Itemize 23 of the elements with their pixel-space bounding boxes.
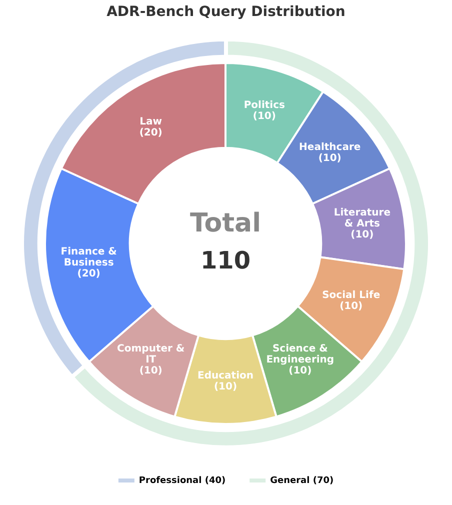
- data-label: (20): [78, 268, 101, 280]
- slice-label: Science & Engineering: [266, 343, 335, 366]
- chart-title: ADR-Bench Query Distribution: [106, 4, 346, 20]
- slice-label: Literature & Arts: [334, 207, 392, 230]
- data-label: (10): [253, 110, 276, 122]
- data-label: (10): [340, 300, 364, 312]
- data-label: (10): [351, 229, 374, 240]
- data-label: (20): [140, 127, 163, 138]
- slice-label: Healthcare: [299, 142, 362, 153]
- text: 110: [200, 246, 251, 275]
- slice-label: Education: [198, 370, 254, 382]
- data-label: (10): [214, 382, 238, 393]
- data-label: (10): [140, 365, 163, 376]
- legend-label: Professional (40): [138, 476, 226, 486]
- data-label: (10): [289, 365, 312, 376]
- slice-label: Politics: [244, 100, 286, 111]
- legend-label: General (70): [270, 476, 334, 486]
- data-label: (10): [318, 152, 342, 164]
- text: Total: [190, 208, 262, 238]
- slice-label: Law: [140, 116, 162, 128]
- slice-label: Finance & Business: [61, 246, 118, 269]
- slice-label: Computer & IT: [117, 343, 186, 366]
- slice-label: Social Life: [322, 290, 381, 301]
